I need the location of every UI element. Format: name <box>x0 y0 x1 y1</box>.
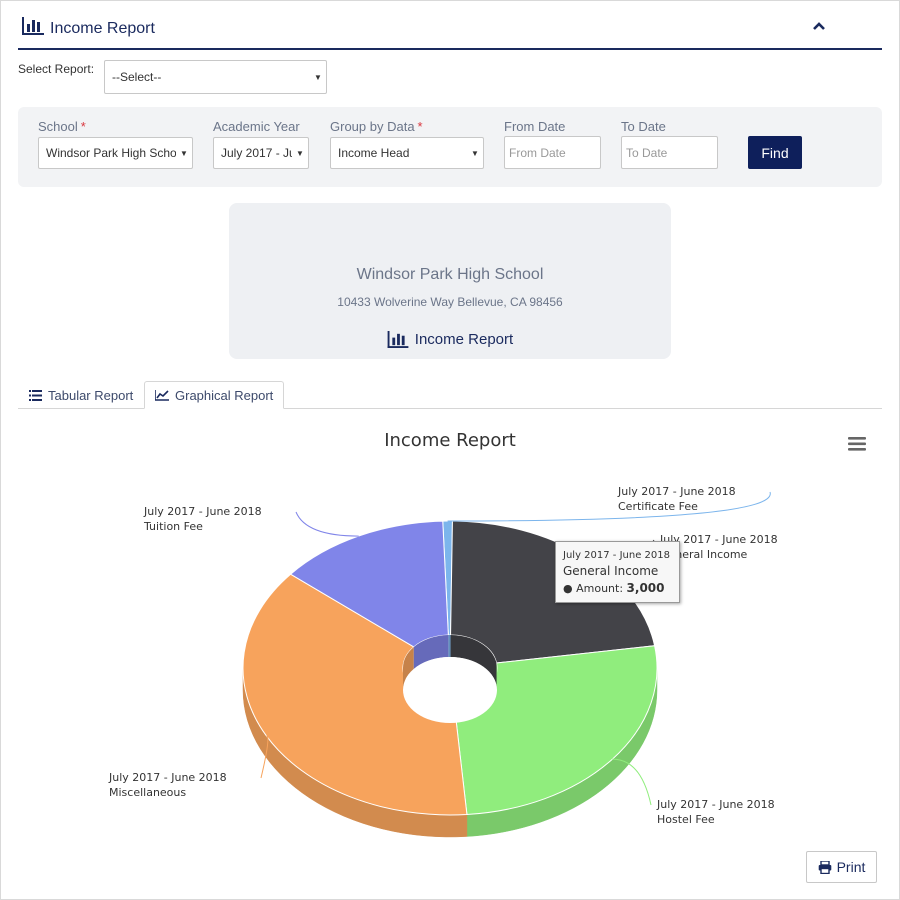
pie-label-name: General Income <box>660 548 748 561</box>
academic-year-label: Academic Year <box>213 119 300 134</box>
pie-label-name: Hostel Fee <box>657 813 715 826</box>
chevron-up-icon[interactable] <box>812 19 826 33</box>
label-connector-certificate-fee <box>447 491 771 522</box>
select-report-label: Select Report: <box>18 62 95 76</box>
tab-label: Graphical Report <box>175 387 274 403</box>
pie-label-period: July 2017 - June 2018 <box>109 771 227 784</box>
tooltip-period: July 2017 - June 2018 <box>563 550 670 561</box>
pie-label-hostel-fee: July 2017 - June 2018 Hostel Fee <box>657 797 775 827</box>
to-date-label: To Date <box>621 119 666 134</box>
tooltip-amount: ● Amount: 3,000 <box>563 581 665 595</box>
caret-down-icon: ▼ <box>180 148 188 158</box>
report-header: Income Report <box>18 10 882 50</box>
school-select[interactable]: Windsor Park High School ▼ <box>38 137 193 169</box>
tabs-divider <box>18 408 882 409</box>
caret-down-icon: ▼ <box>296 148 304 158</box>
from-date-label: From Date <box>504 119 566 134</box>
school-card: Windsor Park High School 10433 Wolverine… <box>229 203 671 359</box>
card-report-label: Income Report <box>414 331 514 348</box>
label-connector-tuition-fee <box>295 511 359 537</box>
chart-title: Income Report <box>384 430 516 451</box>
pie-inner-wall-general-income <box>450 635 497 685</box>
print-button[interactable]: Print <box>806 851 877 883</box>
select-report-value: --Select-- <box>112 70 162 84</box>
group-by-select[interactable]: Income Head ▼ <box>330 137 484 169</box>
list-icon <box>29 389 42 401</box>
pie-label-general-income: July 2017 - June 2018 General Income <box>660 532 778 562</box>
chart-tooltip: July 2017 - June 2018 General Income ● A… <box>555 541 680 603</box>
pie-label-name: Miscellaneous <box>109 786 187 799</box>
pie-label-period: July 2017 - June 2018 <box>660 533 778 546</box>
pie-label-tuition-fee: July 2017 - June 2018 Tuition Fee <box>144 504 262 534</box>
pie-label-period: July 2017 - June 2018 <box>144 505 262 518</box>
group-by-value: Income Head <box>338 146 410 160</box>
bar-chart-icon <box>22 17 44 35</box>
from-date-input[interactable]: From Date <box>504 136 601 169</box>
pie-inner-wall-hostel-fee <box>496 662 497 690</box>
pie-label-period: July 2017 - June 2018 <box>618 485 736 498</box>
printer-icon <box>818 860 831 874</box>
caret-down-icon: ▼ <box>314 72 322 82</box>
pie-inner-wall-tuition-fee <box>413 635 449 669</box>
school-select-value: Windsor Park High School <box>46 146 176 160</box>
select-report-dropdown[interactable]: --Select-- ▼ <box>104 60 327 94</box>
school-label: School * <box>38 119 86 134</box>
label-connector-hostel-fee <box>612 758 652 806</box>
label-connector-miscellaneous <box>260 735 269 779</box>
academic-year-value: July 2017 - June 2018 <box>221 146 292 160</box>
academic-year-select[interactable]: July 2017 - June 2018 ▼ <box>213 137 309 169</box>
pie-label-name: Tuition Fee <box>144 520 203 533</box>
pie-label-period: July 2017 - June 2018 <box>657 798 775 811</box>
pie-inner-wall-miscellaneous <box>403 646 414 690</box>
school-name: Windsor Park High School <box>356 266 544 283</box>
tab-label: Tabular Report <box>48 387 134 403</box>
line-chart-icon <box>155 389 169 401</box>
school-address: 10433 Wolverine Way Bellevue, CA 98456 <box>337 295 563 309</box>
pie-label-miscellaneous: July 2017 - June 2018 Miscellaneous <box>109 770 227 800</box>
tab-graphical-report[interactable]: Graphical Report <box>144 381 285 409</box>
pie-label-certificate-fee: July 2017 - June 2018 Certificate Fee <box>618 484 736 514</box>
page-title: Income Report <box>50 20 155 37</box>
tooltip-category: General Income <box>563 564 659 578</box>
find-button[interactable]: Find <box>748 136 802 169</box>
hamburger-menu-icon[interactable] <box>848 437 866 451</box>
bar-chart-icon <box>387 331 409 348</box>
print-label: Print <box>836 859 866 875</box>
tab-tabular-report[interactable]: Tabular Report <box>19 381 143 409</box>
group-by-label: Group by Data * <box>330 119 423 134</box>
caret-down-icon: ▼ <box>471 148 479 158</box>
card-report-title: Income Report <box>229 331 671 348</box>
pie-label-name: Certificate Fee <box>618 500 698 513</box>
pie-donut-hole <box>403 657 497 723</box>
to-date-input[interactable]: To Date <box>621 136 718 169</box>
pie-inner-wall-certificate-fee <box>448 635 451 658</box>
